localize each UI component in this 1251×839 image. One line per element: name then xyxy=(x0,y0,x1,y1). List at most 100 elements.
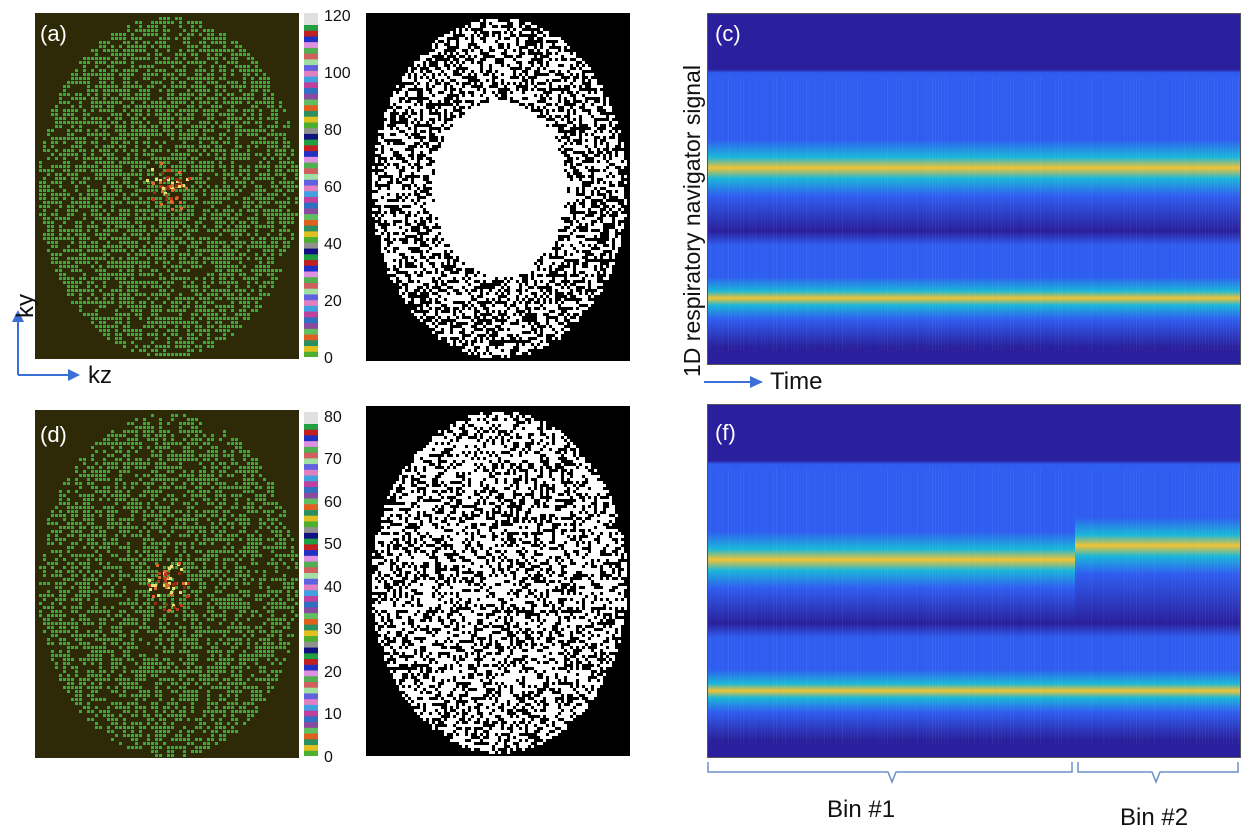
time-arrow xyxy=(704,376,763,388)
center-density-point xyxy=(167,178,170,181)
signal-texture xyxy=(722,76,723,351)
signal-texture xyxy=(860,76,861,351)
center-density-point xyxy=(159,179,162,182)
colorbar-stripe xyxy=(304,538,318,545)
signal-texture xyxy=(1205,76,1206,351)
signal-texture xyxy=(1193,468,1194,744)
signal-texture xyxy=(1175,76,1176,351)
signal-texture xyxy=(1175,468,1176,744)
signal-texture xyxy=(869,468,870,744)
signal-texture xyxy=(935,467,936,744)
center-density-point xyxy=(152,198,155,201)
colorbar-stripe xyxy=(304,41,318,48)
signal-texture xyxy=(1055,468,1056,744)
signal-texture xyxy=(1019,468,1020,744)
signal-texture xyxy=(1064,468,1065,744)
signal-texture xyxy=(815,468,816,744)
signal-texture xyxy=(797,467,798,744)
signal-texture xyxy=(1013,467,1014,744)
panel-e-label: (e) xyxy=(372,420,399,445)
signal-texture xyxy=(1115,76,1116,351)
signal-texture xyxy=(875,76,876,351)
signal-texture xyxy=(1085,468,1086,744)
signal-texture xyxy=(878,76,879,351)
signal-texture xyxy=(878,468,879,744)
colorbar-stripe xyxy=(304,423,318,430)
signal-texture xyxy=(728,467,729,744)
signal-texture xyxy=(1136,467,1137,744)
signal-texture xyxy=(965,76,966,351)
colorbar-stripe xyxy=(304,578,318,585)
signal-texture xyxy=(896,468,897,744)
signal-texture xyxy=(1079,76,1080,351)
center-density-point xyxy=(163,577,166,580)
colorbar-stripe xyxy=(304,486,318,493)
signal-texture xyxy=(1181,468,1182,744)
colorbar-stripe xyxy=(304,144,318,152)
colorbar-bottom-ticks: 80 70 60 50 40 30 20 10 0 xyxy=(324,409,364,766)
signal-texture xyxy=(1067,76,1068,351)
signal-texture xyxy=(776,76,777,351)
signal-texture xyxy=(737,468,738,744)
signal-texture xyxy=(839,468,840,744)
colorbar-stripe xyxy=(304,259,318,266)
center-density-point xyxy=(164,192,167,195)
signal-texture xyxy=(761,468,762,744)
signal-texture xyxy=(899,76,900,351)
signal-texture xyxy=(722,468,723,744)
signal-texture xyxy=(824,467,825,744)
center-density-point xyxy=(171,208,174,211)
colorbar-stripe xyxy=(304,311,318,318)
signal-texture xyxy=(890,76,891,351)
signal-texture xyxy=(770,468,771,744)
signal-texture xyxy=(803,468,804,744)
colorbar-stripe xyxy=(304,339,318,347)
center-density-point xyxy=(168,609,171,612)
colorbar-stripe xyxy=(304,452,318,459)
signal-texture xyxy=(1028,76,1029,351)
signal-texture xyxy=(1190,468,1191,744)
signal-texture xyxy=(806,76,807,351)
signal-texture xyxy=(872,468,873,744)
signal-texture xyxy=(1196,467,1197,744)
colorbar-stripe xyxy=(304,121,318,129)
center-density-point xyxy=(186,595,189,598)
signal-texture xyxy=(845,468,846,744)
colorbar-stripe xyxy=(304,503,318,510)
signal-texture xyxy=(815,76,816,351)
colorbar-stripe xyxy=(304,498,318,505)
signal-texture xyxy=(917,76,918,351)
center-density-point xyxy=(168,567,171,570)
signal-texture xyxy=(1229,76,1230,351)
signal-texture xyxy=(1235,76,1236,351)
signal-texture xyxy=(941,467,942,744)
center-density-point xyxy=(155,178,158,181)
signal-texture xyxy=(1124,76,1125,351)
colorbar-stripe xyxy=(304,167,318,175)
colorbar-stripe xyxy=(304,606,318,614)
signal-texture xyxy=(1169,468,1170,744)
signal-texture xyxy=(1211,76,1212,351)
panel-d: (d) xyxy=(35,410,299,758)
signal-texture xyxy=(947,468,948,744)
signal-texture xyxy=(1004,76,1005,351)
colorbar-stripe xyxy=(304,127,318,134)
colorbar-stripe xyxy=(304,457,318,465)
colorbar-stripe xyxy=(304,213,318,220)
signal-texture xyxy=(1199,467,1200,744)
signal-texture xyxy=(1157,76,1158,351)
center-density-point xyxy=(165,198,168,201)
center-density-point xyxy=(179,591,182,594)
signal-texture xyxy=(800,76,801,351)
signal-texture xyxy=(914,76,915,351)
cbar-bottom-tick-40: 40 xyxy=(324,579,342,596)
signal-texture xyxy=(887,76,888,351)
center-density-point xyxy=(171,182,174,185)
center-density-point xyxy=(187,582,190,585)
signal-texture xyxy=(908,468,909,744)
colorbar-stripe xyxy=(304,322,318,329)
colorbar-stripe xyxy=(304,492,318,499)
colorbar-stripe xyxy=(304,156,318,163)
center-density-point xyxy=(182,184,185,187)
signal-texture xyxy=(821,76,822,351)
